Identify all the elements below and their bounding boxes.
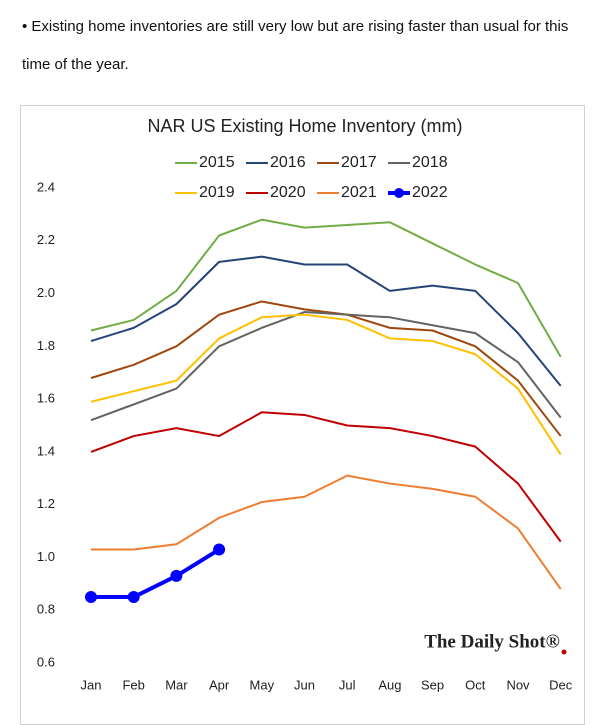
point (170, 569, 183, 582)
series-line (90, 411, 562, 543)
y-tick-label: 1.0 (37, 549, 55, 564)
legend-label: 2021 (341, 184, 377, 201)
y-tick-label: 1.6 (37, 391, 55, 406)
y-tick-label: 0.6 (37, 654, 55, 669)
y-tick-label: 1.4 (37, 443, 55, 458)
legend-marker (394, 188, 404, 198)
y-tick-label: 1.8 (37, 338, 55, 353)
series-line (90, 300, 562, 437)
bullet-text: • Existing home inventories are still ve… (22, 18, 569, 73)
point (85, 591, 97, 604)
legend-label: 2017 (341, 154, 377, 171)
watermark-dot (561, 649, 567, 655)
legend-label: 2019 (199, 184, 235, 201)
point (213, 543, 226, 556)
series-line (91, 474, 562, 590)
series-line (91, 547, 221, 600)
legend-label: 2022 (412, 184, 448, 201)
legend-label: 2016 (270, 154, 306, 171)
chart-title: NAR US Existing Home Inventory (mm) (147, 116, 462, 136)
y-tick-label: 1.2 (37, 496, 55, 511)
x-tick-label: Nov (506, 677, 530, 692)
series-line (90, 255, 562, 387)
watermark: The Daily Shot® (424, 631, 560, 652)
x-tick-label: Mar (165, 677, 188, 692)
x-tick-label: May (250, 677, 275, 692)
y-tick-label: 2.2 (37, 232, 55, 247)
x-tick-label: Jan (81, 677, 102, 692)
series-line (90, 218, 562, 358)
y-tick-label: 2.0 (37, 285, 55, 300)
x-tick-label: Dec (549, 677, 573, 692)
y-tick-label: 2.4 (37, 179, 55, 194)
x-tick-label: Apr (209, 677, 230, 692)
series-line (90, 311, 562, 422)
x-tick-label: Sep (421, 677, 444, 692)
legend-label: 2015 (199, 154, 235, 171)
series-line (90, 313, 562, 456)
legend-label: 2020 (270, 184, 306, 201)
x-tick-label: Feb (122, 677, 144, 692)
x-tick-label: Aug (378, 677, 401, 692)
legend-label: 2018 (412, 154, 448, 171)
y-tick-label: 0.8 (37, 602, 55, 617)
x-tick-label: Oct (465, 677, 486, 692)
point (127, 591, 140, 604)
x-tick-label: Jul (339, 677, 356, 692)
x-tick-label: Jun (294, 677, 315, 692)
